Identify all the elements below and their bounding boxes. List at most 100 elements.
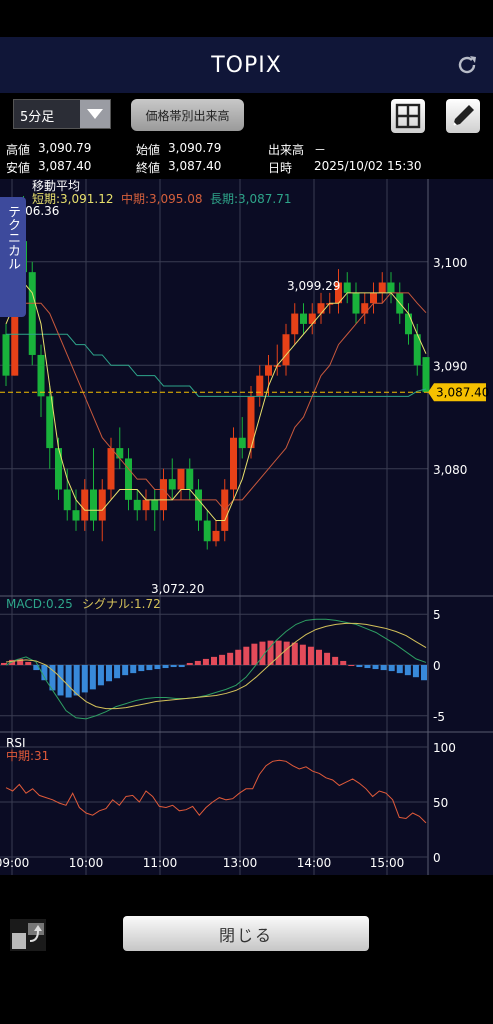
rsi-title: RSI: [6, 736, 26, 750]
macd-hist-bar: [404, 665, 411, 676]
macd-hist-bar: [114, 665, 121, 679]
candle-body: [168, 479, 176, 490]
high-value: 3,090.79: [38, 141, 92, 155]
candle-body: [90, 489, 97, 521]
chart-toolbar: 5分足 価格帯別出来高: [0, 93, 493, 137]
macd-hist-bar: [211, 656, 217, 665]
macd-hist-bar: [138, 665, 145, 672]
rsi-tick-label: 0: [433, 851, 441, 865]
macd-hist-bar: [307, 646, 314, 665]
macd-hist-bar: [340, 660, 347, 665]
x-tick-label: 13:00: [223, 856, 258, 870]
candle-body: [343, 282, 351, 293]
candlestick-chart[interactable]: 09:00 10:00 11:00 13:00 14:00 15:00 3,100 3,090…: [0, 179, 493, 875]
macd-hist-bar: [291, 642, 298, 665]
ma-short-line: [5, 281, 427, 522]
chevron-down-icon: [80, 100, 110, 128]
close-label: 終値: [136, 161, 161, 175]
candle-body: [186, 468, 194, 490]
pencil-icon: [453, 105, 474, 126]
macd-hist-bar: [33, 665, 40, 671]
candle-body: [378, 282, 386, 293]
volume-value: －: [314, 143, 327, 157]
macd-hist-bar: [162, 665, 169, 669]
macd-hist-bar: [259, 641, 266, 665]
candle-body: [46, 396, 54, 449]
candle-body: [230, 437, 237, 490]
rsi-label: 中期:31: [6, 748, 49, 763]
candle-body: [247, 396, 255, 449]
candle-body: [203, 520, 211, 542]
low-value: 3,087.40: [38, 159, 92, 173]
low-label: 安値: [6, 161, 31, 175]
macd-hist-bar: [380, 665, 387, 671]
x-tick-label: 10:00: [69, 856, 104, 870]
price-volume-button[interactable]: 価格帯別出来高: [131, 99, 244, 131]
candle-body: [81, 489, 89, 521]
candle-body: [151, 499, 159, 511]
candle-body: [282, 334, 290, 366]
macd-hist-bar: [57, 665, 64, 696]
rotate-back-icon[interactable]: [10, 919, 46, 951]
macd-hist-bar: [275, 640, 282, 665]
high-label: 高値: [6, 143, 31, 157]
low-marker: 3,072.20: [151, 582, 204, 596]
macd-hist-bar: [412, 665, 419, 678]
candle-body: [116, 448, 124, 459]
candle-body: [133, 499, 141, 511]
ma-title: 移動平均: [32, 179, 80, 193]
macd-hist-bar: [41, 665, 48, 681]
x-tick-label: 11:00: [143, 856, 178, 870]
macd-hist-bar: [122, 665, 129, 676]
macd-hist-bar: [388, 665, 395, 672]
macd-hist-bar: [73, 665, 80, 696]
technical-tab[interactable]: テクニカル: [0, 197, 26, 317]
candle-body: [72, 510, 80, 521]
candle-body: [212, 530, 220, 542]
macd-hist-bar: [81, 665, 88, 693]
macd-hist-bar: [364, 665, 371, 669]
candle-body: [317, 303, 325, 314]
rsi-tick-label: 100: [433, 741, 456, 755]
macd-hist-bar: [348, 665, 355, 666]
close-button[interactable]: 閉じる: [123, 916, 369, 951]
ma-short-label: 短期:3,091.12: [32, 192, 113, 206]
macd-hist-bar: [65, 665, 72, 698]
macd-hist-bar: [49, 665, 56, 691]
macd-hist-bar: [202, 658, 209, 665]
grid-icon: [395, 103, 421, 129]
interval-value: 5分足: [20, 110, 55, 125]
refresh-icon[interactable]: [455, 53, 479, 77]
x-tick-label: 14:00: [297, 856, 332, 870]
macd-hist-bar: [316, 649, 322, 665]
ma-mid-line: [6, 292, 427, 511]
draw-button[interactable]: [446, 99, 480, 133]
interval-select[interactable]: 5分足: [13, 99, 111, 129]
macd-hist-bar: [186, 662, 193, 665]
current-price-label: 3,087.40: [436, 386, 489, 400]
candle-body: [413, 334, 421, 366]
app-header: TOPIX: [0, 37, 493, 93]
candle-body: [107, 448, 115, 490]
candle-body: [352, 292, 360, 314]
macd-hist-bar: [97, 665, 104, 686]
candle-body: [300, 313, 307, 324]
candle-body: [265, 365, 272, 376]
candle-body: [422, 357, 430, 393]
candle-body: [195, 489, 202, 521]
macd-hist-bar: [267, 640, 274, 665]
macd-hist-bar: [25, 661, 32, 665]
macd-line: [5, 618, 427, 720]
layout-grid-button[interactable]: [391, 99, 425, 133]
macd-hist-bar: [130, 665, 137, 674]
y-tick-label: 3,100: [433, 256, 467, 270]
macd-hist-bar: [324, 652, 331, 665]
macd-hist-bar: [299, 644, 306, 665]
macd-hist-bar: [170, 665, 177, 668]
candle-body: [335, 282, 342, 304]
chart-area[interactable]: 09:00 10:00 11:00 13:00 14:00 15:00 3,100 3,090…: [0, 179, 493, 875]
macd-hist-bar: [372, 665, 379, 670]
datetime-value: 2025/10/02 15:30: [314, 159, 422, 173]
macd-hist-bar: [332, 656, 339, 665]
macd-hist-bar: [1, 662, 7, 665]
